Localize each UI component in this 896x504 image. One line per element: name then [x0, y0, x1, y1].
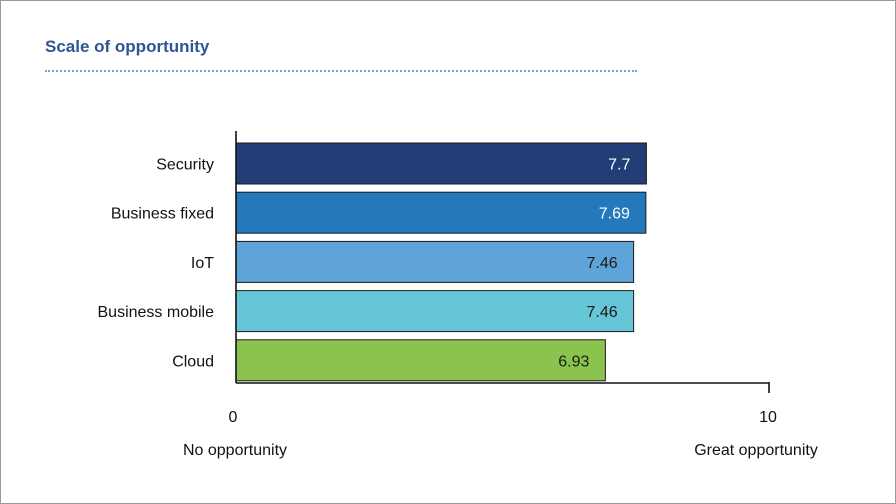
value-label: 7.46 [586, 255, 617, 272]
x-tick-max: 10 [759, 409, 777, 426]
category-label: Business fixed [111, 206, 214, 223]
value-label: 7.69 [599, 206, 630, 223]
category-label: Cloud [172, 353, 214, 370]
category-label: Business mobile [98, 304, 215, 321]
value-label: 6.93 [558, 353, 589, 370]
bar-business-fixed [235, 191, 647, 234]
x-tick-min: 0 [229, 409, 238, 426]
category-label: Security [156, 157, 214, 174]
bar-business-mobile [235, 290, 635, 333]
category-label: IoT [191, 255, 214, 272]
chart-title: Scale of opportunity [45, 37, 210, 56]
bar-iot [235, 240, 635, 283]
bars-layer: Security 7.7 Business fixed 7.69 IoT 7.46 Busi… [98, 142, 647, 382]
value-label: 7.7 [608, 157, 630, 174]
bar-cloud [235, 339, 606, 382]
title-divider [45, 70, 637, 72]
x-max-label: Great opportunity [694, 442, 818, 459]
bar-security [235, 142, 647, 185]
value-label: 7.46 [586, 304, 617, 321]
x-min-label: No opportunity [183, 442, 287, 459]
